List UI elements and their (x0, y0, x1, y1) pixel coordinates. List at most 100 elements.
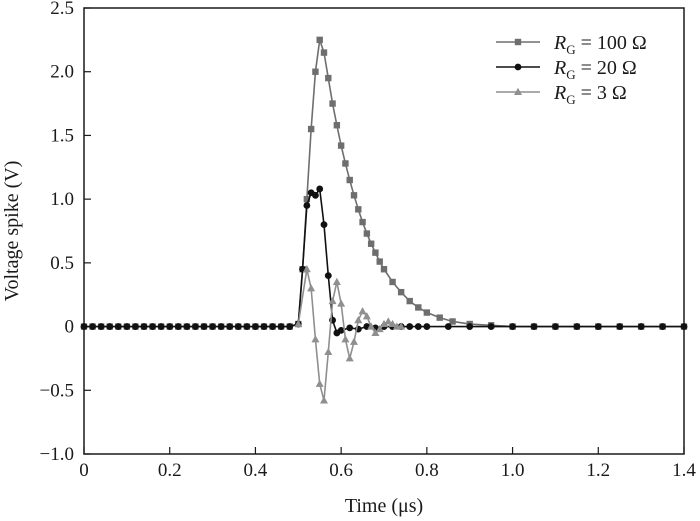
data-point (436, 314, 443, 321)
data-point (444, 323, 452, 330)
data-point (449, 318, 456, 325)
data-point (345, 354, 354, 362)
data-point (414, 323, 422, 330)
data-point (659, 323, 666, 330)
series-line (84, 186, 684, 335)
data-point (333, 122, 341, 129)
data-point (337, 142, 345, 149)
series-square (80, 36, 688, 330)
data-point (200, 323, 208, 330)
data-point (149, 323, 156, 330)
data-point (166, 323, 174, 330)
data-point (324, 272, 332, 279)
data-point (415, 304, 422, 311)
y-tick-label: 2.5 (50, 0, 74, 19)
x-tick-label: 0.2 (158, 460, 182, 481)
data-point (616, 323, 624, 330)
data-point (337, 326, 345, 334)
y-tick-label: 2.0 (50, 62, 74, 83)
x-tick-label: 0.6 (329, 460, 353, 481)
legend: RG = 100 ΩRG = 20 ΩRG = 3 Ω (496, 32, 647, 107)
data-point (132, 323, 139, 330)
data-point (355, 206, 362, 213)
x-tick-label: 0 (79, 460, 89, 481)
data-point (406, 323, 414, 330)
data-point (406, 297, 413, 305)
data-point (530, 323, 538, 330)
data-point (359, 218, 366, 226)
legend-swatch-marker (514, 38, 522, 46)
data-point (114, 323, 122, 330)
data-point (252, 323, 259, 330)
data-point (302, 265, 311, 273)
x-tick-label: 1.0 (501, 460, 525, 481)
plot-area (83, 7, 685, 455)
data-point (332, 277, 341, 285)
data-point (316, 36, 323, 44)
x-tick-label: 0.4 (244, 460, 268, 481)
data-point (346, 324, 354, 332)
data-point (372, 249, 379, 256)
data-point (376, 258, 383, 265)
data-point (315, 379, 324, 387)
data-point (312, 191, 319, 199)
y-tick-label: −1.0 (40, 444, 74, 465)
data-point (209, 323, 216, 330)
legend-item: RG = 100 Ω (496, 32, 647, 57)
data-point (89, 323, 96, 330)
data-point (397, 288, 405, 296)
data-point (509, 323, 516, 330)
data-point (260, 323, 268, 330)
data-point (341, 335, 350, 343)
data-point (286, 323, 294, 330)
data-point (380, 266, 388, 273)
x-tick-label: 1.4 (672, 460, 696, 481)
data-point (397, 322, 406, 330)
data-point (106, 323, 114, 330)
data-point (226, 323, 234, 330)
data-point (367, 322, 376, 330)
y-tick-label: 1.0 (50, 189, 74, 210)
y-axis: −1.0 −0.5 0 0.5 1.0 1.5 2.0 2.5 (40, 0, 91, 465)
data-point (487, 323, 495, 330)
data-point (303, 202, 311, 209)
data-point (350, 192, 358, 199)
data-point (320, 396, 328, 404)
legend-swatch-marker (514, 87, 522, 95)
data-point (637, 323, 645, 330)
data-point (346, 176, 353, 184)
data-point (423, 323, 431, 330)
legend-swatch-marker (514, 63, 522, 71)
legend-item: RG = 20 Ω (496, 57, 637, 82)
data-point (423, 309, 431, 316)
data-point (362, 312, 371, 320)
x-tick-label: 0.8 (415, 460, 439, 481)
data-point (324, 347, 333, 356)
y-tick-label: 1.5 (50, 125, 74, 146)
data-point (367, 240, 375, 247)
data-point (342, 160, 349, 167)
data-point (269, 323, 276, 330)
data-point (320, 221, 328, 229)
y-tick-label: 0 (65, 317, 75, 338)
data-point (312, 68, 319, 75)
data-point (307, 125, 315, 133)
x-axis-label: Time (μs) (345, 495, 423, 517)
data-point (311, 335, 320, 343)
data-point (384, 317, 393, 325)
data-point (307, 284, 316, 292)
data-point (573, 323, 581, 330)
data-point (380, 319, 388, 328)
data-point (552, 323, 559, 330)
data-point (320, 49, 328, 56)
plot-frame (83, 7, 685, 455)
data-point (325, 74, 332, 82)
data-point (328, 296, 337, 305)
data-point (277, 323, 285, 330)
data-point (303, 195, 311, 203)
data-point (594, 323, 602, 330)
data-point (466, 323, 474, 330)
x-tick-label: 1.2 (586, 460, 610, 481)
data-point (157, 323, 165, 330)
x-axis: 0 0.2 0.4 0.6 0.8 1.0 1.2 1.4 (79, 447, 696, 481)
